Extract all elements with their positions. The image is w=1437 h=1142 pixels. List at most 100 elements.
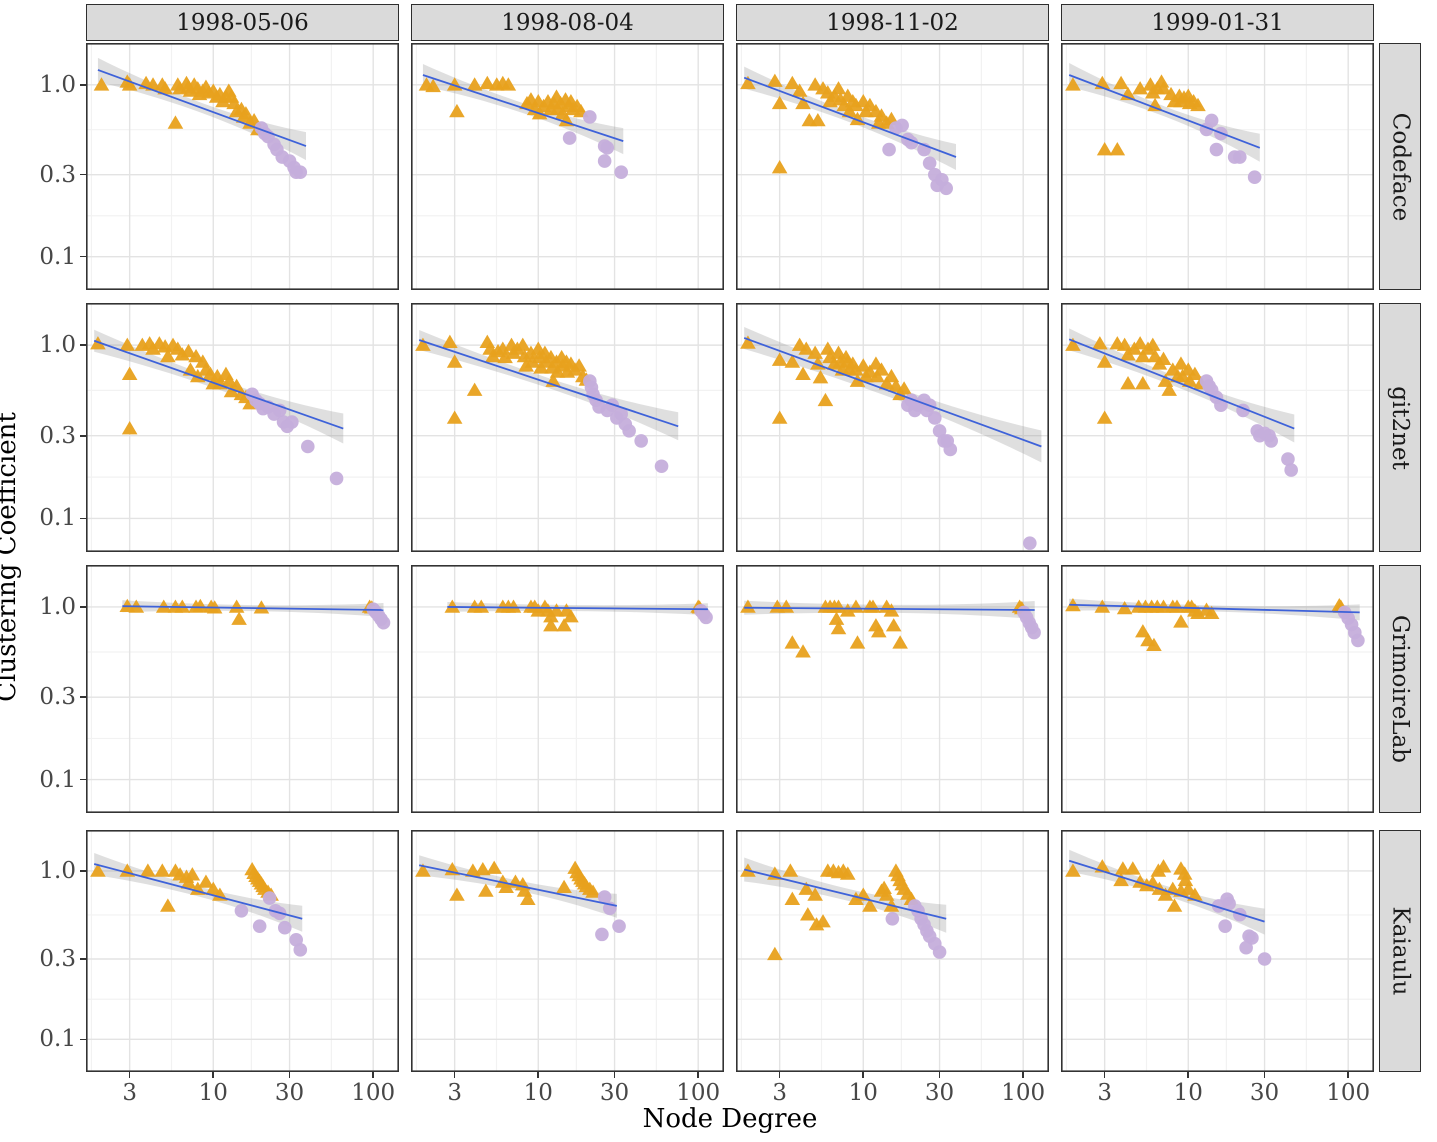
scatter-point-triangle <box>883 368 900 383</box>
scatter-point-circle <box>1218 919 1232 933</box>
trend-line <box>1068 338 1295 430</box>
scatter-point-triangle <box>543 618 559 632</box>
y-tick-mark <box>80 517 86 520</box>
scatter-point-triangle <box>784 75 801 90</box>
scatter-point-triangle <box>174 599 191 613</box>
scatter-point-triangle <box>839 866 856 880</box>
scatter-point-triangle <box>807 345 823 359</box>
y-axis-title: Clustering Coefficient <box>0 412 22 702</box>
scatter-point-circle <box>262 891 277 905</box>
scatter-point-triangle <box>478 883 494 897</box>
scatter-point-circle <box>1351 633 1365 648</box>
facet-row-label: git2net <box>1387 385 1413 470</box>
scatter-point-triangle <box>505 599 522 613</box>
facet-panel-Kaiaulu-1998-11-02 <box>736 830 1049 1072</box>
scatter-point-circle <box>1222 896 1236 911</box>
x-tick-mark <box>1263 1072 1266 1078</box>
scatter-point-circle <box>597 154 612 168</box>
facet-panel-GrimoireLab-1998-11-02 <box>736 565 1049 813</box>
scatter-point-triangle <box>449 103 465 118</box>
scatter-point-triangle <box>830 599 847 613</box>
scatter-point-triangle <box>157 81 173 95</box>
scatter-point-triangle <box>812 370 829 384</box>
panel-border <box>86 565 399 813</box>
x-tick-mark <box>453 1072 456 1078</box>
x-tick-mark <box>212 1072 215 1078</box>
facet-strip-row: Codeface <box>1379 43 1421 290</box>
scatter-point-triangle <box>870 624 887 638</box>
scatter-point-triangle <box>791 83 808 97</box>
x-tick-label: 10 <box>198 1080 228 1106</box>
facet-strip-col: 1998-05-06 <box>86 4 399 41</box>
scatter-point-triangle <box>182 362 199 376</box>
y-tick-mark <box>80 173 86 176</box>
scatter-point-triangle <box>784 891 801 905</box>
scatter-point-triangle <box>518 358 534 372</box>
facet-col-label: 1999-01-31 <box>1151 9 1284 36</box>
y-tick-mark <box>80 434 86 437</box>
scatter-point-triangle <box>1135 348 1151 363</box>
facet-panel-git2net-1998-11-02 <box>736 303 1049 552</box>
trend-line <box>93 863 303 920</box>
panel-background <box>86 830 399 1072</box>
scatter-point-triangle <box>192 598 209 613</box>
scatter-point-circle <box>1209 142 1224 157</box>
y-tick-label: 0.3 <box>39 422 76 449</box>
scatter-point-circle <box>252 919 267 933</box>
scatter-point-triangle <box>1147 97 1163 112</box>
scatter-point-triangle <box>1109 142 1126 156</box>
scatter-point-circle <box>1284 463 1298 477</box>
x-tick-label: 10 <box>1173 1080 1203 1106</box>
scatter-point-triangle <box>556 879 572 894</box>
scatter-point-triangle <box>466 382 483 396</box>
scatter-point-triangle <box>784 635 801 649</box>
y-tick-label: 1.0 <box>39 332 76 359</box>
scatter-point-triangle <box>205 881 222 895</box>
scatter-point-triangle <box>585 884 601 898</box>
facet-strip-row: git2net <box>1379 303 1421 552</box>
scatter-point-triangle <box>121 77 138 91</box>
scatter-point-triangle <box>221 373 238 387</box>
scatter-point-circle <box>583 110 597 124</box>
scatter-point-circle <box>285 415 299 429</box>
scatter-point-triangle <box>1092 336 1108 350</box>
y-tick-label: 1.0 <box>39 857 76 884</box>
scatter-point-triangle <box>771 410 788 424</box>
scatter-point-circle <box>376 615 391 630</box>
scatter-point-triangle <box>1125 861 1141 875</box>
y-tick-label: 0.1 <box>39 1026 76 1053</box>
scatter-point-triangle <box>1203 605 1220 619</box>
scatter-point-circle <box>1245 931 1259 945</box>
facet-row-label: Codeface <box>1387 112 1413 221</box>
scatter-point-circle <box>595 927 609 942</box>
scatter-point-triangle <box>795 366 811 380</box>
y-tick-mark <box>80 696 86 698</box>
scatter-point-triangle <box>571 358 587 372</box>
scatter-point-triangle <box>767 73 783 87</box>
scatter-point-triangle <box>1180 881 1197 895</box>
scatter-point-triangle <box>121 366 138 380</box>
panel-border <box>411 565 724 813</box>
scatter-point-triangle <box>1113 872 1129 887</box>
facet-panel-Codeface-1999-01-31 <box>1061 43 1374 290</box>
scatter-point-circle <box>1233 150 1247 164</box>
scatter-point-triangle <box>1144 337 1161 351</box>
panel-border <box>1061 43 1374 290</box>
trend-line <box>743 337 1042 448</box>
scatter-point-triangle <box>1113 75 1129 90</box>
scatter-point-circle <box>597 890 612 904</box>
trend-line <box>1068 859 1265 923</box>
scatter-point-triangle <box>479 75 496 90</box>
scatter-point-triangle <box>516 348 533 363</box>
scatter-point-triangle <box>819 341 836 355</box>
facet-panel-Kaiaulu-1998-08-04 <box>411 830 724 1072</box>
x-tick-mark <box>697 1072 699 1078</box>
x-tick-mark <box>1103 1072 1106 1078</box>
scatter-point-circle <box>943 442 958 457</box>
scatter-point-triangle <box>740 599 756 613</box>
panel-background <box>736 830 1049 1072</box>
panel-border <box>736 830 1049 1072</box>
x-tick-mark <box>778 1072 781 1078</box>
scatter-point-circle <box>1214 398 1228 413</box>
trend-line <box>97 69 307 147</box>
